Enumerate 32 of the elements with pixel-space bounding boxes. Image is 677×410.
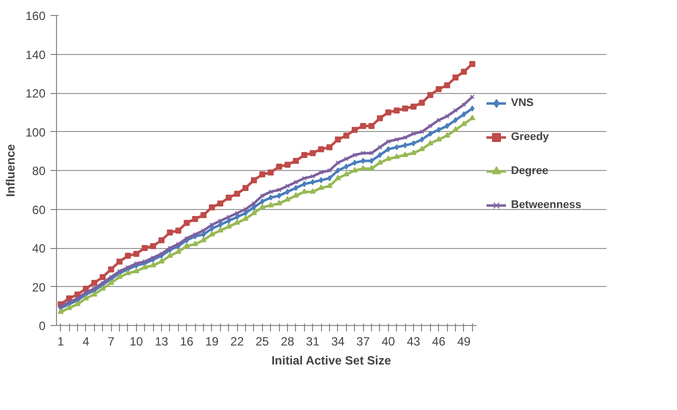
y-tick-label: 140 <box>25 48 46 62</box>
y-tick-label: 60 <box>32 202 46 217</box>
x-tick-label: 7 <box>108 334 115 348</box>
legend-label: Greedy <box>511 131 549 143</box>
legend-label: VNS <box>511 97 534 109</box>
y-tick-label: 40 <box>32 242 46 256</box>
x-tick-label: 40 <box>382 334 396 348</box>
x-tick-label: 34 <box>331 334 345 348</box>
x-tick-label: 37 <box>356 334 370 348</box>
y-tick-label: 0 <box>38 319 46 333</box>
x-tick-label: 43 <box>406 334 420 348</box>
x-tick-label: 22 <box>230 334 244 348</box>
x-tick-label: 28 <box>280 334 294 348</box>
x-tick-label: 25 <box>256 334 270 348</box>
x-tick-label: 19 <box>205 334 219 348</box>
x-tick-label: 10 <box>130 334 144 348</box>
legend-label: Betweenness <box>511 199 582 211</box>
x-tick-label: 31 <box>306 334 320 348</box>
x-tick-label: 4 <box>82 334 90 348</box>
y-tick-label: 120 <box>25 86 46 100</box>
y-tick-label: 80 <box>32 164 46 178</box>
x-tick-label: 13 <box>154 334 168 348</box>
x-tick-label: 16 <box>180 334 194 348</box>
y-axis-title: Influence <box>3 144 18 197</box>
y-tick-label: 20 <box>32 280 46 294</box>
y-tick-label: 100 <box>25 125 46 140</box>
x-tick-label: 49 <box>457 334 471 348</box>
y-tick-label: 160 <box>25 9 46 23</box>
x-tick-label: 1 <box>57 334 64 348</box>
x-axis-title: Initial Active Set Size <box>271 354 392 368</box>
legend-label: Degree <box>511 165 548 177</box>
x-tick-label: 46 <box>432 334 446 348</box>
